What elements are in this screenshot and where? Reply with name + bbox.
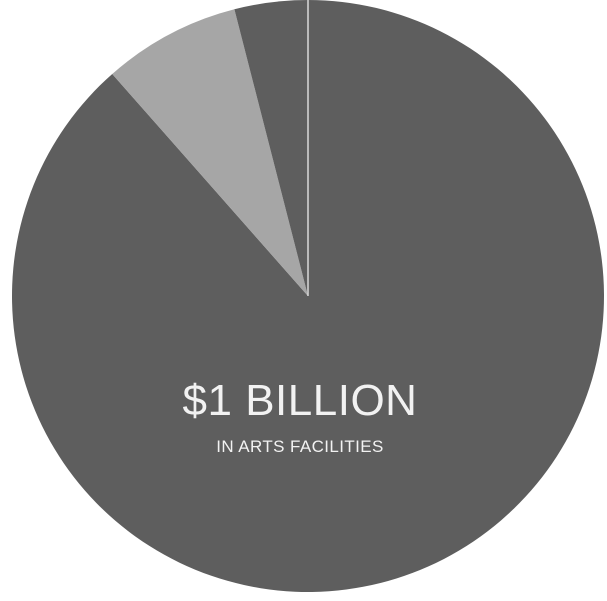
slice-label-sub: IN ARTS FACILITIES bbox=[216, 437, 384, 456]
pie-slices bbox=[12, 0, 604, 592]
pie-slice-2 bbox=[112, 9, 309, 297]
pie-slice-3 bbox=[234, 0, 308, 296]
slice-label-main: $1 BILLION bbox=[183, 376, 418, 425]
